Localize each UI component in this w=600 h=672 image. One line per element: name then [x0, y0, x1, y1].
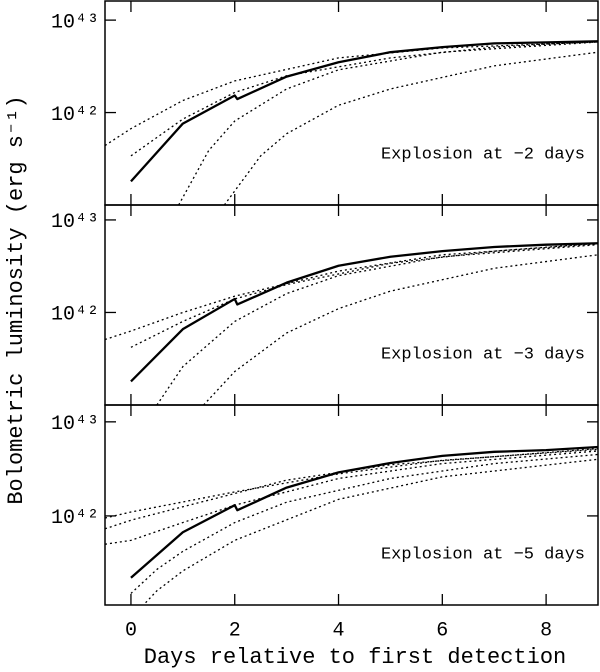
- series-group: [105, 242, 598, 405]
- dotted-line: [130, 242, 598, 348]
- dotted-line: [105, 41, 598, 147]
- panel-frame: [104, 204, 599, 406]
- y-tick-label: 10⁴³: [51, 413, 99, 436]
- annotation: Explosion at −5 days: [381, 545, 585, 564]
- panel-frame: [104, 404, 599, 606]
- x-tick-label: 0: [125, 619, 137, 642]
- dotted-line: [105, 450, 598, 545]
- series-group: [105, 445, 598, 605]
- solid-line: [130, 242, 598, 383]
- dotted-line: [178, 41, 598, 205]
- dotted-line: [105, 243, 598, 341]
- x-tick-label: 6: [436, 619, 448, 642]
- dotted-line: [105, 447, 598, 530]
- y-axis-label: Bolometric luminosity (erg s⁻¹): [4, 95, 29, 504]
- y-tick-label: 10⁴²: [51, 304, 99, 327]
- y-tick-label: 10⁴³: [51, 211, 99, 234]
- dotted-line: [203, 254, 598, 405]
- dotted-line: [105, 448, 598, 519]
- dotted-line: [223, 51, 598, 205]
- dotted-line: [130, 40, 598, 157]
- y-tick-label: 10⁴²: [51, 507, 99, 530]
- y-tick-label: 10⁴²: [51, 104, 99, 127]
- solid-line: [130, 40, 598, 183]
- x-tick-label: 2: [229, 619, 241, 642]
- dotted-line: [130, 453, 598, 594]
- series-group: [105, 40, 598, 205]
- x-tick-label: 4: [333, 619, 345, 642]
- x-axis-label: Days relative to first detection: [144, 645, 566, 670]
- x-tick-label: 8: [540, 619, 552, 642]
- annotation: Explosion at −3 days: [381, 345, 585, 364]
- y-tick-label: 10⁴³: [51, 11, 99, 34]
- panel: 10⁴² 10⁴³ Explosion at −2 days: [51, 0, 599, 206]
- dotted-line: [142, 458, 598, 605]
- panel: 10⁴² 10⁴³ 0 2 4 6 8 Explosion at −5 days Days re…: [51, 404, 599, 670]
- dotted-line: [156, 244, 598, 405]
- annotation: Explosion at −2 days: [381, 145, 585, 164]
